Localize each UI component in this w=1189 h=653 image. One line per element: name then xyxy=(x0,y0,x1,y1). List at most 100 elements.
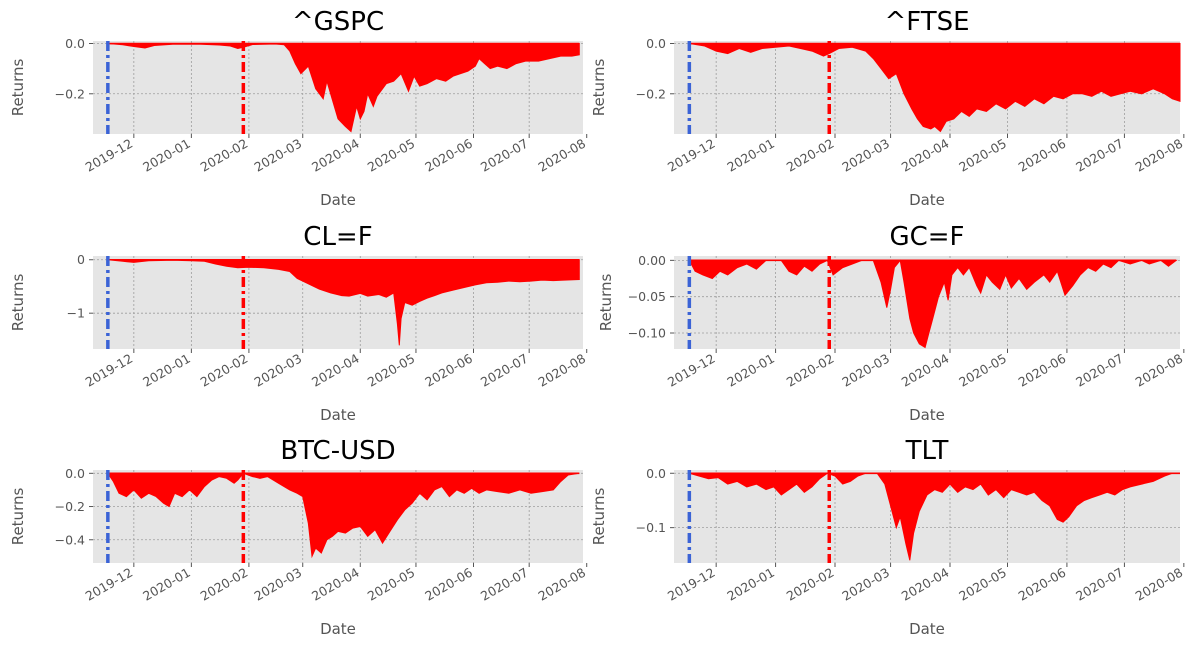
chart-4-x-tick-label-3: 2020-03 xyxy=(839,351,892,390)
chart-1-x-label: Date xyxy=(320,191,356,209)
chart-5-y-tick-label-2: −0.4 xyxy=(55,532,85,547)
chart-4-x-tick-label-0: 2019-12 xyxy=(665,351,718,390)
chart-2-x-tick-label-3: 2020-03 xyxy=(839,136,892,175)
chart-6-area xyxy=(689,472,1180,561)
chart-5-y-tick-label-1: −0.2 xyxy=(55,499,85,514)
chart-1-x-tick-label-3: 2020-03 xyxy=(251,136,304,175)
chart-4-x-label: Date xyxy=(909,406,945,424)
chart-4-title: GC=F xyxy=(889,222,964,252)
chart-2-x-tick-label-1: 2020-01 xyxy=(724,136,777,175)
chart-3-x-tick-label-4: 2020-04 xyxy=(309,351,362,390)
chart-4-x-tick-label-6: 2020-06 xyxy=(1016,351,1069,390)
chart-2-title: ^FTSE xyxy=(884,7,969,37)
chart-3-x-tick-label-0: 2019-12 xyxy=(83,351,136,390)
chart-3-x-tick-label-5: 2020-05 xyxy=(365,351,418,390)
chart-6-x-tick-label-8: 2020-08 xyxy=(1133,565,1186,604)
chart-5-x-tick-label-2: 2020-02 xyxy=(198,565,251,604)
chart-2-x-tick-label-4: 2020-04 xyxy=(899,136,952,175)
chart-5-y-tick-label-0: 0.0 xyxy=(65,466,85,481)
chart-1-y-label: Returns xyxy=(9,59,27,117)
chart-1-y-tick-label-0: 0.0 xyxy=(65,36,85,51)
chart-4-x-tick-label-2: 2020-02 xyxy=(784,351,837,390)
chart-2-x-tick-label-2: 2020-02 xyxy=(784,136,837,175)
chart-4-y-tick-label-1: −0.05 xyxy=(628,289,666,304)
chart-4-x-tick-label-1: 2020-01 xyxy=(724,351,777,390)
chart-1-x-tick-label-2: 2020-02 xyxy=(198,136,251,175)
chart-3-y-tick-label-1: −1 xyxy=(67,306,85,321)
chart-4-x-tick-label-8: 2020-08 xyxy=(1133,351,1186,390)
chart-1-title: ^GSPC xyxy=(292,7,384,37)
chart-2-x-tick-label-0: 2019-12 xyxy=(665,136,718,175)
chart-3-x-tick-label-3: 2020-03 xyxy=(251,351,304,390)
chart-1-x-tick-label-8: 2020-08 xyxy=(535,136,588,175)
chart-6-x-tick-label-6: 2020-06 xyxy=(1016,565,1069,604)
chart-3-area xyxy=(107,259,580,346)
chart-3-x-tick-label-2: 2020-02 xyxy=(198,351,251,390)
chart-6-y-tick-label-1: −0.1 xyxy=(636,520,666,535)
chart-6-x-tick-label-3: 2020-03 xyxy=(839,565,892,604)
chart-5-x-tick-label-7: 2020-07 xyxy=(478,565,531,604)
chart-2-x-tick-label-7: 2020-07 xyxy=(1073,136,1126,175)
chart-5-x-tick-label-0: 2019-12 xyxy=(83,565,136,604)
chart-3-x-tick-label-6: 2020-06 xyxy=(422,351,475,390)
chart-6-x-tick-label-2: 2020-02 xyxy=(784,565,837,604)
chart-5-x-tick-label-8: 2020-08 xyxy=(535,565,588,604)
chart-1-x-tick-label-4: 2020-04 xyxy=(309,136,362,175)
chart-2-x-tick-label-5: 2020-05 xyxy=(956,136,1009,175)
chart-6-y-label: Returns xyxy=(590,488,608,546)
chart-3-x-tick-label-7: 2020-07 xyxy=(478,351,531,390)
chart-5-title: BTC-USD xyxy=(280,436,395,466)
chart-3-title: CL=F xyxy=(303,222,372,252)
chart-5-y-label: Returns xyxy=(9,488,27,546)
chart-6-x-tick-label-0: 2019-12 xyxy=(665,565,718,604)
chart-2-x-tick-label-8: 2020-08 xyxy=(1133,136,1186,175)
chart-4-y-tick-label-0: 0.00 xyxy=(638,253,666,268)
chart-4-x-tick-label-4: 2020-04 xyxy=(899,351,952,390)
chart-2-area xyxy=(689,43,1181,133)
chart-6-y-tick-label-0: 0.0 xyxy=(646,466,666,481)
chart-3-y-label: Returns xyxy=(9,274,27,332)
chart-4-y-label: Returns xyxy=(597,274,615,332)
chart-3-y-tick-label-0: 0 xyxy=(77,252,85,267)
chart-2-y-tick-label-0: 0.0 xyxy=(646,36,666,51)
chart-2-x-tick-label-6: 2020-06 xyxy=(1016,136,1069,175)
chart-1-x-tick-label-1: 2020-01 xyxy=(140,136,193,175)
chart-6-x-tick-label-7: 2020-07 xyxy=(1073,565,1126,604)
chart-6-title: TLT xyxy=(905,436,949,466)
chart-4-x-tick-label-7: 2020-07 xyxy=(1073,351,1126,390)
chart-1-x-tick-label-6: 2020-06 xyxy=(422,136,475,175)
chart-2-y-tick-label-1: −0.2 xyxy=(636,86,666,101)
chart-6-x-tick-label-4: 2020-04 xyxy=(899,565,952,604)
chart-3-x-tick-label-1: 2020-01 xyxy=(140,351,193,390)
chart-1-x-tick-label-5: 2020-05 xyxy=(365,136,418,175)
chart-2-y-label: Returns xyxy=(590,59,608,117)
chart-5-x-tick-label-6: 2020-06 xyxy=(422,565,475,604)
chart-5-x-tick-label-3: 2020-03 xyxy=(251,565,304,604)
chart-6-x-tick-label-5: 2020-05 xyxy=(956,565,1009,604)
chart-6-x-label: Date xyxy=(909,620,945,638)
chart-4-x-tick-label-5: 2020-05 xyxy=(956,351,1009,390)
chart-1-area xyxy=(107,43,580,133)
chart-2-x-label: Date xyxy=(909,191,945,209)
chart-5-x-tick-label-1: 2020-01 xyxy=(140,565,193,604)
chart-5-x-tick-label-4: 2020-04 xyxy=(309,565,362,604)
chart-3-x-tick-label-8: 2020-08 xyxy=(535,351,588,390)
chart-1-y-tick-label-1: −0.2 xyxy=(55,86,85,101)
chart-6-x-tick-label-1: 2020-01 xyxy=(724,565,777,604)
chart-3-x-label: Date xyxy=(320,406,356,424)
chart-4-area xyxy=(688,259,1178,349)
chart-1-x-tick-label-7: 2020-07 xyxy=(478,136,531,175)
chart-5-area xyxy=(106,472,580,559)
chart-5-x-tick-label-5: 2020-05 xyxy=(365,565,418,604)
chart-1-x-tick-label-0: 2019-12 xyxy=(83,136,136,175)
chart-5-x-label: Date xyxy=(320,620,356,638)
chart-4-y-tick-label-2: −0.10 xyxy=(628,326,666,341)
